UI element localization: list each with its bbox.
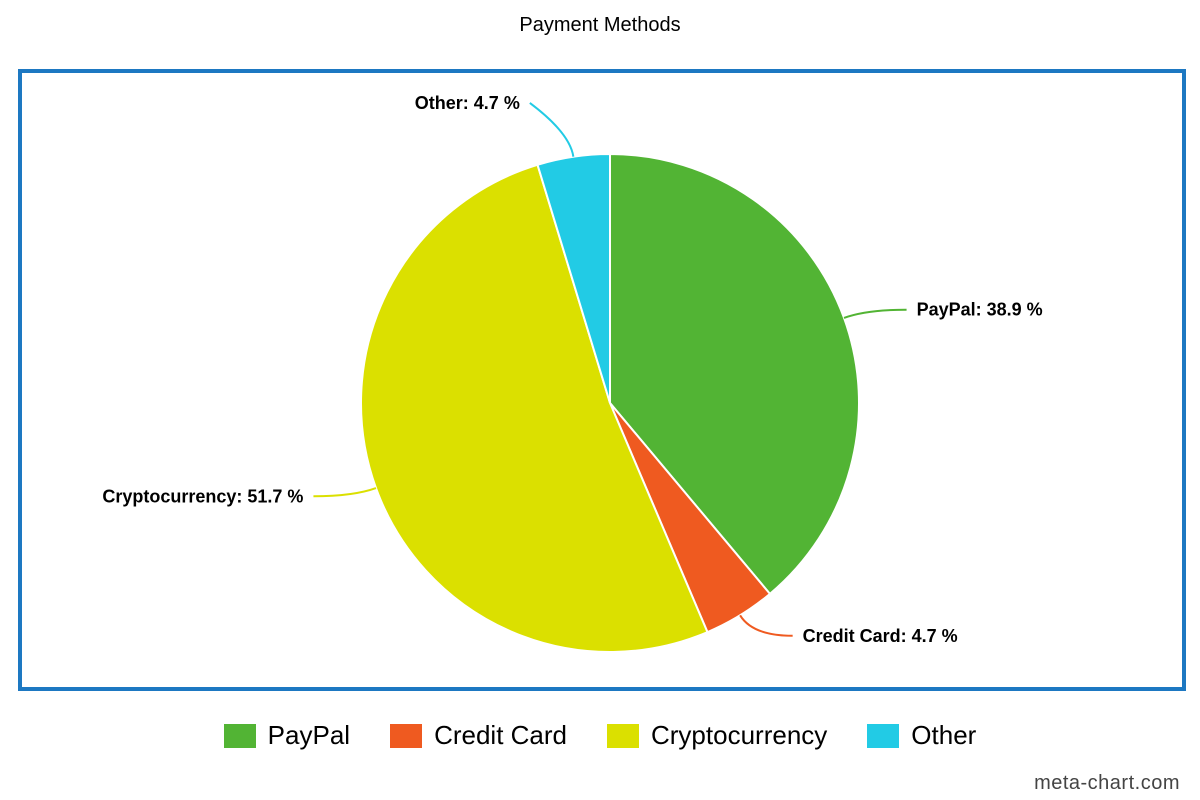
legend-swatch-credit-card [390,723,423,748]
plot-area: PayPal: 38.9 % Credit Card: 4.7 % Cryptocu… [18,69,1186,691]
legend-item-other[interactable]: Other [867,720,976,751]
legend-item-credit-card[interactable]: Credit Card [390,720,567,751]
legend-item-cryptocurrency[interactable]: Cryptocurrency [607,720,827,751]
legend-swatch-paypal [223,723,256,748]
leader-line-cryptocurrency [313,487,377,498]
legend-label-cryptocurrency: Cryptocurrency [651,720,828,750]
data-label-credit-card: Credit Card: 4.7 % [803,626,958,646]
legend-swatch-cryptocurrency [607,723,639,748]
legend-label-credit-card: Credit Card [434,720,567,750]
legend-label-paypal: PayPal [267,720,351,750]
data-label-paypal: PayPal: 38.9 % [917,300,1043,320]
legend-swatch-other [867,723,900,748]
data-label-cryptocurrency: Cryptocurrency: 51.7 % [102,486,303,506]
legend: PayPal Credit Card Cryptocurrency Other [0,720,1200,751]
leader-line-other [529,102,575,157]
chart-title: Payment Methods [519,14,681,36]
pie-slice-paypal[interactable] [609,152,860,596]
pie-slice-cryptocurrency[interactable] [360,163,709,653]
legend-item-paypal[interactable]: PayPal [223,720,351,751]
data-label-other: Other: 4.7 % [415,93,520,113]
leader-line-paypal [843,308,907,319]
credit-text[interactable]: meta-chart.com [1034,772,1180,794]
legend-label-other: Other [911,720,977,750]
pie-chart: PayPal: 38.9 % Credit Card: 4.7 % Cryptocu… [102,93,1043,653]
leader-line-credit-card [739,614,793,637]
